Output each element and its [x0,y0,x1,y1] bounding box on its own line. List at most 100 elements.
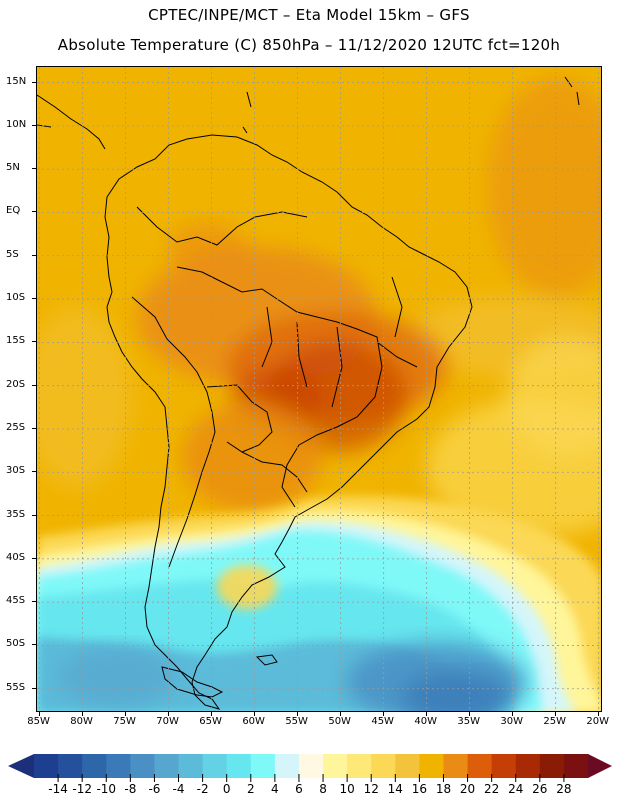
lon-tick [511,712,513,716]
colorbar-swatch [34,754,59,778]
colorbar-label: 24 [508,782,524,796]
border-brazil-states [261,276,418,408]
lon-tick [167,712,169,716]
lon-tick-label: 65W [199,716,222,727]
lon-tick [253,712,255,716]
colorbar-label: 8 [319,782,327,796]
colorbar-overflow-arrow [588,754,612,778]
lat-tick-label: 50S [6,638,26,650]
colorbar-label: -10 [96,782,117,796]
lon-tick [81,712,83,716]
lon-tick [296,712,298,716]
lon-tick-label: 50W [328,716,351,727]
colorbar-underflow-arrow [8,754,34,778]
lat-tick-label: 45S [6,595,26,607]
lat-tick-label: EQ [6,205,21,217]
colorbar-swatch [515,754,541,778]
lat-tick [32,168,36,170]
colorbar [8,754,612,782]
lat-tick [32,298,36,300]
lon-tick [38,712,40,716]
colorbar-label: 20 [459,782,476,796]
lat-tick [32,471,36,473]
falklands [255,654,278,666]
land-outlines [37,76,580,710]
lat-tick-label: 5S [6,248,19,260]
colorbar-label: 2 [246,782,255,796]
colorbar-swatch [491,754,517,778]
lon-tick-label: 70W [156,716,179,727]
lon-tick [597,712,599,716]
colorbar-label: -6 [148,782,161,796]
lat-tick-label: 40S [6,551,26,563]
colorbar-swatch [58,754,83,778]
colorbar-label: 26 [532,782,548,796]
cold-southern-ocean [37,496,601,711]
lon-tick-label: 40W [414,716,437,727]
colorbar-label: -2 [196,782,209,796]
lat-tick [32,124,36,126]
lat-tick-label: 5N [6,162,20,174]
lon-tick [382,712,384,716]
title-line-2: Absolute Temperature (C) 850hPa – 11/12/… [57,36,561,54]
colorbar-swatch [226,754,252,778]
temperature-map [36,66,602,712]
colorbar-swatch [130,754,155,778]
colorbar-swatch [371,754,396,778]
lat-tick-label: 35S [6,508,26,520]
border-argentina-uruguay [241,451,308,493]
lon-tick [425,712,427,716]
colorbar-label: 10 [339,782,355,796]
colorbar-label: -4 [172,782,185,796]
colorbar-label: 6 [295,782,303,796]
lon-tick [339,712,341,716]
colorbar-label: 16 [411,782,428,796]
colorbar-swatch [563,754,589,778]
colorbar-swatch [395,754,420,778]
colorbar-label: 14 [387,782,403,796]
lat-tick-label: 10N [6,118,27,130]
colorbar-swatch [419,754,444,778]
colorbar-swatch [154,754,180,778]
colorbar-swatch [443,754,469,778]
lat-tick-label: 15N [6,75,27,87]
lat-tick-label: 15S [6,335,26,347]
colorbar-label: 22 [484,782,500,796]
border-bolivia-paraguay [206,384,273,453]
title-line-1: CPTEC/INPE/MCT – Eta Model 15km – GFS [148,6,470,24]
lat-tick [32,211,36,213]
lat-tick [32,384,36,386]
lon-tick [468,712,470,716]
colorbar-label: 12 [363,782,379,796]
lon-tick-label: 55W [285,716,308,727]
lat-tick [32,514,36,516]
colorbar-swatch [274,754,300,778]
colorbar-swatch [539,754,565,778]
colorbar-label: 18 [435,782,452,796]
colorbar-label: -8 [124,782,137,796]
lat-tick [32,81,36,83]
border-colombia-venezuela [136,206,308,246]
colorbar-swatch [298,754,324,778]
lon-tick [124,712,126,716]
colorbar-label: 28 [556,782,572,796]
border-brazil [176,266,383,508]
lat-tick [32,557,36,559]
lon-tick-label: 35W [457,716,480,727]
colorbar-swatch [82,754,107,778]
colorbar-swatch [106,754,131,778]
colorbar-swatch [178,754,204,778]
lat-tick-label: 30S [6,465,26,477]
lon-tick-label: 85W [27,716,50,727]
colorbar-swatch [467,754,493,778]
lon-tick-label: 30W [500,716,523,727]
coastline-south-america [104,134,473,710]
lat-tick-label: 10S [6,292,26,304]
lat-tick-label: 25S [6,421,26,433]
colorbar-label: -14 [48,782,68,796]
lon-tick [210,712,212,716]
colorbar-swatch [347,754,372,778]
colorbar-swatch [250,754,276,778]
lat-tick-label: 20S [6,378,26,390]
lat-tick [32,601,36,603]
